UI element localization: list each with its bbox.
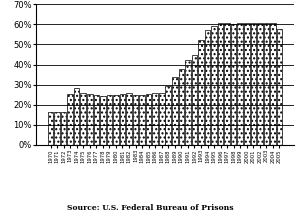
Text: Source: U.S. Federal Bureau of Prisons: Source: U.S. Federal Bureau of Prisons xyxy=(67,204,233,212)
Bar xyxy=(166,86,171,145)
Bar xyxy=(270,23,276,145)
Bar xyxy=(224,23,230,145)
Bar xyxy=(205,30,210,145)
Bar xyxy=(152,93,158,145)
Bar xyxy=(113,95,119,145)
Bar xyxy=(48,112,53,145)
Bar xyxy=(211,26,217,145)
Bar xyxy=(87,94,92,145)
Bar xyxy=(54,112,60,145)
Bar xyxy=(231,24,236,145)
Bar xyxy=(250,23,256,145)
Bar xyxy=(74,88,80,145)
Bar xyxy=(192,55,197,145)
Bar xyxy=(264,23,269,145)
Bar xyxy=(172,76,178,145)
Bar xyxy=(80,93,86,145)
Bar xyxy=(146,94,152,145)
Bar xyxy=(244,23,250,145)
Bar xyxy=(159,93,164,145)
Bar xyxy=(126,93,132,145)
Bar xyxy=(277,29,282,145)
Bar xyxy=(94,95,99,145)
Bar xyxy=(61,112,66,145)
Bar xyxy=(120,94,125,145)
Bar xyxy=(257,23,262,145)
Bar xyxy=(106,95,112,145)
Bar xyxy=(68,94,73,145)
Bar xyxy=(198,40,204,145)
Bar xyxy=(218,23,224,145)
Bar xyxy=(133,95,138,145)
Bar xyxy=(238,23,243,145)
Bar xyxy=(100,96,106,145)
Bar xyxy=(178,69,184,145)
Bar xyxy=(185,60,191,145)
Bar xyxy=(139,95,145,145)
